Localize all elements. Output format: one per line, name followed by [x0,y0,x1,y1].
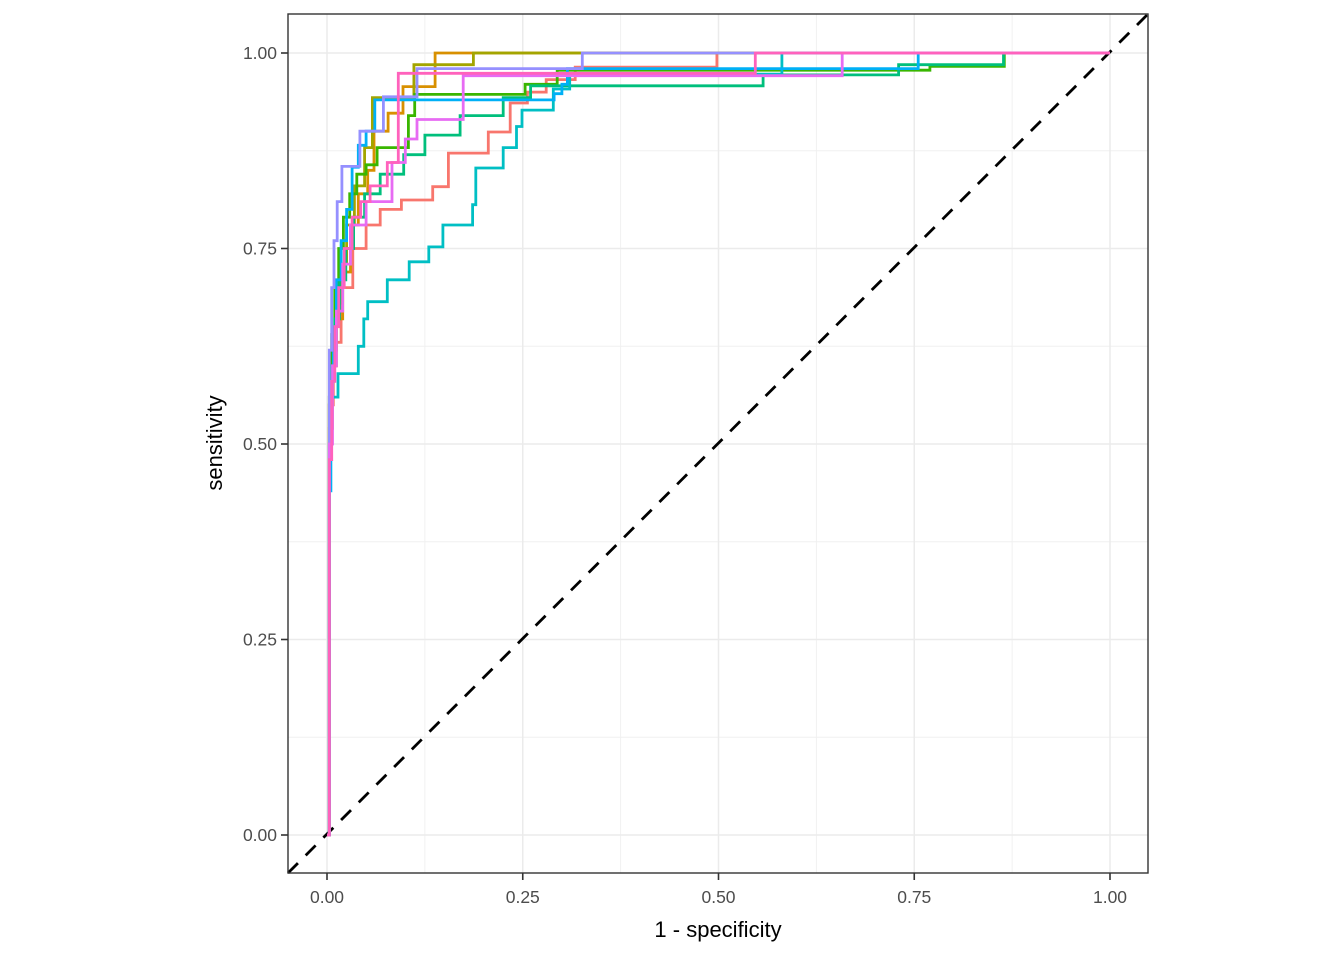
x-tick-label: 0.25 [506,887,540,907]
y-tick-label: 0.75 [243,239,277,259]
roc-curve-6 [327,51,1110,837]
reference-diagonal-dashed-line [287,13,1149,874]
y-tick-label: 0.00 [243,825,277,845]
roc-curve-1 [327,51,1110,837]
x-tick-label: 0.50 [701,887,735,907]
y-axis-ticks: 0.00 0.25 0.50 0.75 1.00 [243,43,288,845]
roc-curve-10 [327,51,1110,837]
x-tick-label: 1.00 [1093,887,1127,907]
x-axis-ticks: 0.00 0.25 0.50 0.75 1.00 [310,873,1127,907]
y-tick-label: 1.00 [243,43,277,63]
roc-curves [327,51,1110,837]
y-axis-title: sensitivity [202,395,227,490]
x-tick-label: 0.00 [310,887,344,907]
x-axis-title: 1 - specificity [654,917,781,942]
y-tick-label: 0.25 [243,630,277,650]
roc-curve-9 [327,51,1110,837]
x-tick-label: 0.75 [897,887,931,907]
y-tick-label: 0.50 [243,434,277,454]
